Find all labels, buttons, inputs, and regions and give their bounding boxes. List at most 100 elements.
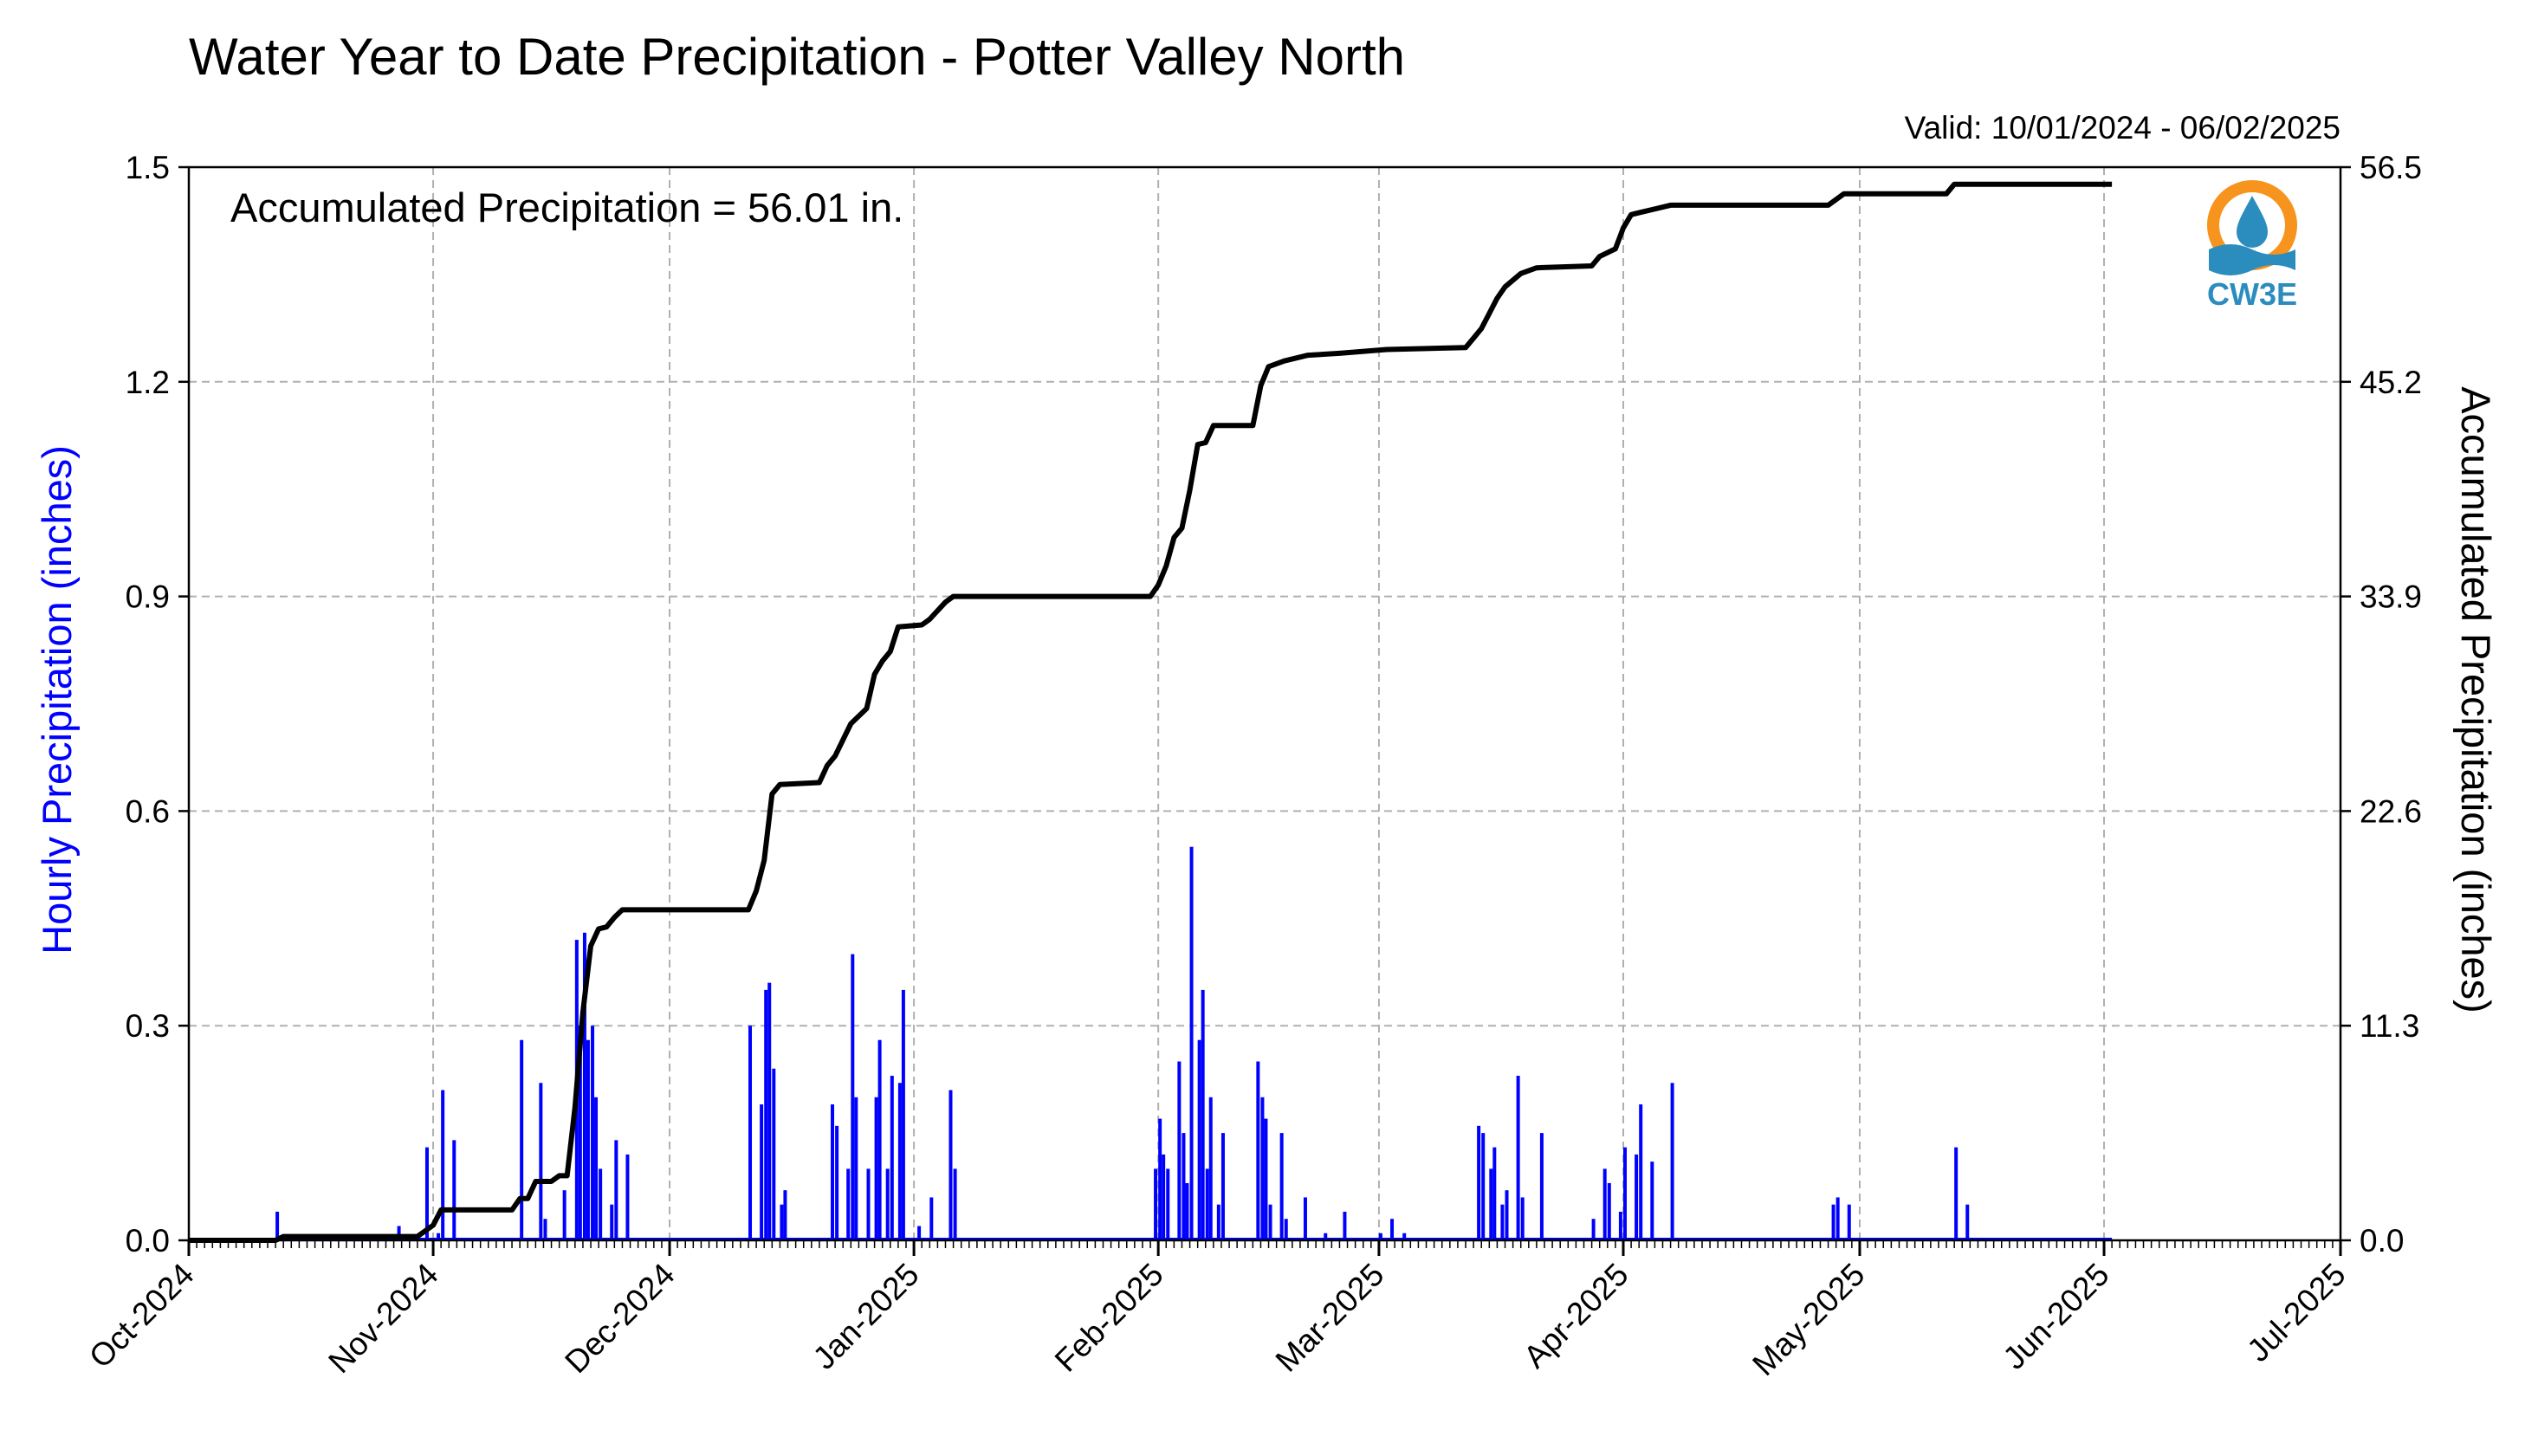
hourly-precip-bar (610, 1204, 614, 1240)
hourly-precip-bar (854, 1097, 858, 1240)
hourly-precip-bar (1189, 846, 1194, 1240)
hourly-precip-bar (1639, 1104, 1643, 1240)
hourly-precip-bar (1492, 1147, 1497, 1240)
hourly-precip-bar (625, 1154, 630, 1240)
hourly-precip-bar (1378, 1233, 1382, 1240)
hourly-precip-bar (748, 1026, 753, 1240)
hourly-precip-bar (929, 1197, 934, 1240)
hourly-precip-bar (1284, 1219, 1288, 1240)
x-tick-label: Feb-2025 (1048, 1257, 1170, 1379)
x-tick-label: Jul-2025 (2240, 1257, 2352, 1369)
hourly-precip-bar (1324, 1233, 1328, 1240)
hourly-precip-bar (1264, 1118, 1268, 1240)
hourly-precip-bar (1154, 1168, 1158, 1240)
hourly-precip-bar (1279, 1133, 1284, 1240)
hourly-precip-bar (520, 1039, 524, 1240)
hourly-precip-bar (1197, 1039, 1201, 1240)
hourly-precip-bar (1201, 989, 1205, 1240)
hourly-precip-bar (780, 1204, 784, 1240)
cw3e-logo: CW3E (2207, 180, 2297, 312)
hourly-precip-bar (897, 1083, 902, 1240)
hourly-precip-bar (1965, 1204, 1970, 1240)
hourly-precip-bar (1623, 1147, 1627, 1240)
y-right-axis-label: Accumulated Precipitation (inches) (2453, 386, 2499, 1013)
hourly-precip-bar (1607, 1182, 1611, 1240)
hourly-precip-bar (1185, 1182, 1189, 1240)
hourly-precip-bar (591, 1026, 595, 1240)
hourly-precip-bar (543, 1219, 547, 1240)
x-tick-label: May-2025 (1745, 1257, 1871, 1382)
hourly-precip-bar (764, 989, 768, 1240)
hourly-precip-bar (1520, 1197, 1525, 1240)
hourly-precip-bar (1847, 1204, 1851, 1240)
hourly-precip-bars (189, 846, 2113, 1240)
y-left-tick-label: 0.3 (126, 1008, 170, 1044)
hourly-precip-bar (586, 1039, 590, 1240)
hourly-precip-bar (1954, 1147, 1958, 1240)
x-tick-label: Dec-2024 (558, 1257, 681, 1380)
logo-text: CW3E (2207, 276, 2297, 312)
hourly-precip-bar (831, 1104, 835, 1240)
hourly-precip-bar (1635, 1154, 1639, 1240)
hourly-precip-bar (1268, 1204, 1272, 1240)
hourly-precip-bar (397, 1226, 401, 1240)
hourly-precip-bar (1591, 1219, 1596, 1240)
chart-title: Water Year to Date Precipitation - Potte… (189, 28, 1405, 86)
hourly-precip-bar (1216, 1204, 1220, 1240)
hourly-precip-bar (614, 1140, 618, 1240)
accumulated-precip-line-layer (189, 181, 2113, 1243)
x-tick-label: Jan-2025 (806, 1257, 926, 1376)
hourly-precip-bar (1516, 1076, 1520, 1240)
hourly-precip-bar (885, 1168, 890, 1240)
hourly-precip-bar (1505, 1190, 1509, 1240)
hourly-precip-bar (1831, 1204, 1835, 1240)
y-right-tick-label: 45.2 (2360, 365, 2422, 400)
hourly-precip-bar (917, 1226, 922, 1240)
hourly-precip-bar (578, 1026, 582, 1240)
y-left-tick-label: 0.9 (126, 579, 170, 615)
hourly-precip-bar (582, 932, 586, 1240)
valid-range: Valid: 10/01/2024 - 06/02/2025 (1905, 110, 2340, 146)
hourly-precip-bar (562, 1190, 567, 1240)
x-tick-label: Mar-2025 (1269, 1257, 1391, 1379)
hourly-precip-bar (1205, 1168, 1209, 1240)
y-right-tick-label: 22.6 (2360, 793, 2422, 829)
y-left-tick-label: 1.2 (126, 365, 170, 400)
hourly-precip-bar (594, 1097, 599, 1240)
hourly-precip-bar (424, 1147, 429, 1240)
hourly-precip-bar (1260, 1097, 1265, 1240)
hourly-precip-bar (1166, 1168, 1170, 1240)
hourly-precip-bar (1390, 1219, 1395, 1240)
hourly-precip-bar (1602, 1168, 1607, 1240)
hourly-precip-bar (1402, 1233, 1407, 1240)
x-tick-label: Oct-2024 (82, 1257, 201, 1375)
hourly-precip-bar (1343, 1211, 1347, 1240)
hourly-precip-bar (835, 1125, 839, 1240)
hourly-precip-bar (760, 1104, 764, 1240)
hourly-precip-bar (1500, 1204, 1505, 1240)
hourly-precip-bar (1162, 1154, 1166, 1240)
hourly-precip-bar (1158, 1118, 1162, 1240)
hourly-precip-bar (866, 1168, 871, 1240)
hourly-precip-bar (441, 1090, 445, 1240)
hourly-precip-bar (846, 1168, 851, 1240)
y-right-tick-label: 11.3 (2360, 1008, 2419, 1044)
hourly-precip-bar (1489, 1168, 1493, 1240)
hourly-precip-bar (1481, 1133, 1486, 1240)
x-tick-label: Jun-2025 (1997, 1257, 2116, 1376)
y-left-tick-label: 0.6 (126, 793, 170, 829)
y-right-tick-label: 33.9 (2360, 579, 2422, 615)
hourly-precip-bar (890, 1076, 894, 1240)
hourly-precip-bar (953, 1168, 957, 1240)
hourly-precip-bar (1303, 1197, 1307, 1240)
y-left-tick-label: 0.0 (126, 1223, 170, 1259)
hourly-precip-bar (1539, 1133, 1544, 1240)
x-tick-label: Apr-2025 (1517, 1257, 1635, 1375)
y-left-tick-label: 1.5 (126, 150, 170, 185)
hourly-precip-bar (599, 1168, 603, 1240)
hourly-precip-bar (783, 1190, 787, 1240)
hourly-precip-bar (901, 989, 905, 1240)
grid-layer (189, 167, 2340, 1240)
hourly-precip-bar (1670, 1083, 1674, 1240)
hourly-precip-bar (1220, 1133, 1225, 1240)
